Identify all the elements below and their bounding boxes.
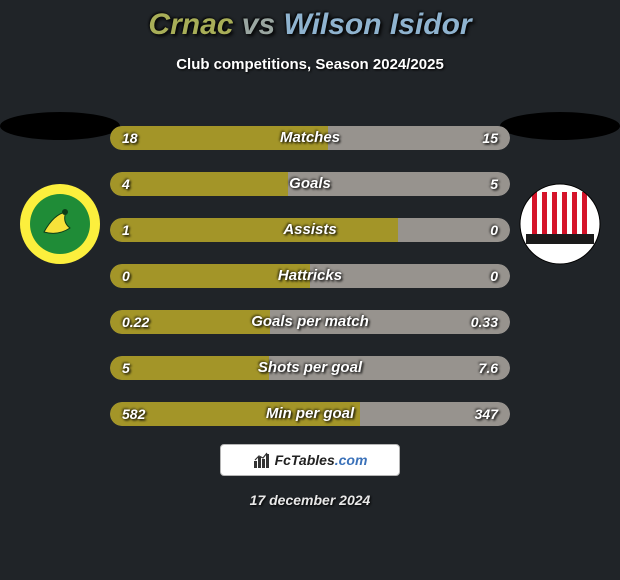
bar-chart-icon bbox=[253, 451, 271, 469]
title-player-right: Wilson Isidor bbox=[284, 8, 472, 41]
stat-label: Shots per goal bbox=[110, 356, 510, 380]
stat-row: 45Goals bbox=[110, 172, 510, 196]
stat-label: Hattricks bbox=[110, 264, 510, 288]
stat-row: 00Hattricks bbox=[110, 264, 510, 288]
crest-left bbox=[18, 182, 102, 266]
stat-row: 57.6Shots per goal bbox=[110, 356, 510, 380]
crest-left-shadow bbox=[0, 112, 120, 140]
stats-column: 1815Matches 45Goals 10Assists 00Hattricks 0.… bbox=[110, 126, 510, 448]
stat-row: 10Assists bbox=[110, 218, 510, 242]
crest-right-shadow bbox=[500, 112, 620, 140]
logo-brand: FcTables bbox=[275, 452, 335, 468]
fctables-logo[interactable]: FcTables.com bbox=[220, 444, 400, 476]
stat-row: 0.220.33Goals per match bbox=[110, 310, 510, 334]
subtitle: Club competitions, Season 2024/2025 bbox=[0, 56, 620, 73]
stat-label: Assists bbox=[110, 218, 510, 242]
stat-label: Goals per match bbox=[110, 310, 510, 334]
stat-row: 582347Min per goal bbox=[110, 402, 510, 426]
stat-label: Matches bbox=[110, 126, 510, 150]
crest-right-wrap bbox=[500, 112, 620, 266]
title-vs: vs bbox=[242, 8, 275, 41]
crest-right bbox=[518, 182, 602, 266]
logo-text: FcTables.com bbox=[275, 452, 368, 468]
comparison-title: Crnac vs Wilson Isidor bbox=[0, 0, 620, 42]
stat-label: Min per goal bbox=[110, 402, 510, 426]
crest-left-wrap bbox=[0, 112, 120, 266]
stat-row: 1815Matches bbox=[110, 126, 510, 150]
stat-label: Goals bbox=[110, 172, 510, 196]
footer-date: 17 december 2024 bbox=[0, 492, 620, 508]
title-player-left: Crnac bbox=[148, 8, 233, 41]
logo-tld: .com bbox=[335, 452, 368, 468]
